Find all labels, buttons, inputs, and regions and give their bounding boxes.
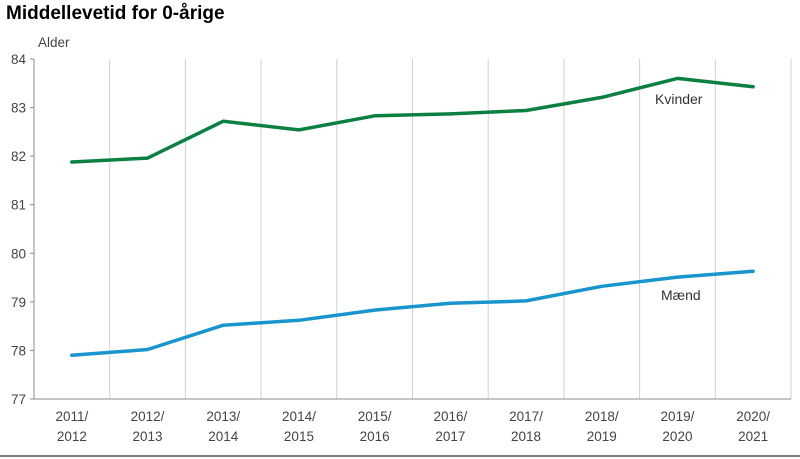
y-tick-label: 77: [11, 392, 26, 407]
y-axis-label: Alder: [38, 35, 70, 50]
x-tick-label: 2013/2014: [206, 409, 240, 444]
x-tick-label: 2012/2013: [131, 409, 165, 444]
series-label: Kvinder: [655, 91, 703, 107]
x-tick-label: 2015/2016: [358, 409, 392, 444]
y-tick-label: 81: [11, 198, 26, 213]
axes: [33, 59, 791, 400]
y-tick-label: 78: [11, 343, 26, 358]
x-tick-labels: 2011/2012 2012/2013 2013/2014 2014/2015 2015…: [55, 409, 770, 444]
x-tick-label: 2020/2021: [736, 409, 770, 444]
x-tick-label: 2016/2017: [433, 409, 467, 444]
chart-title: Middellevetid for 0-årige: [6, 3, 225, 24]
y-tick-label: 83: [11, 101, 26, 116]
series-line-maend: [70, 269, 755, 358]
x-tick-label: 2018/2019: [585, 409, 619, 444]
y-tick-label: 79: [11, 295, 26, 310]
series-line-kvinder: [70, 76, 755, 164]
y-tick-labels: 77 78 79 80 81 82 83 84: [11, 52, 34, 407]
x-tick-label: 2011/2012: [55, 409, 88, 444]
bottom-divider: [0, 455, 800, 457]
series-label: Mænd: [661, 287, 701, 303]
grid-lines: [109, 59, 792, 399]
series: Kvinder Mænd: [70, 76, 755, 358]
y-tick-label: 82: [11, 149, 26, 164]
x-tick-label: 2014/2015: [282, 409, 316, 444]
x-tick-label: 2019/2020: [661, 409, 695, 444]
x-tick-label: 2017/2018: [509, 409, 543, 444]
y-tick-label: 80: [11, 246, 26, 261]
y-tick-label: 84: [11, 52, 27, 67]
